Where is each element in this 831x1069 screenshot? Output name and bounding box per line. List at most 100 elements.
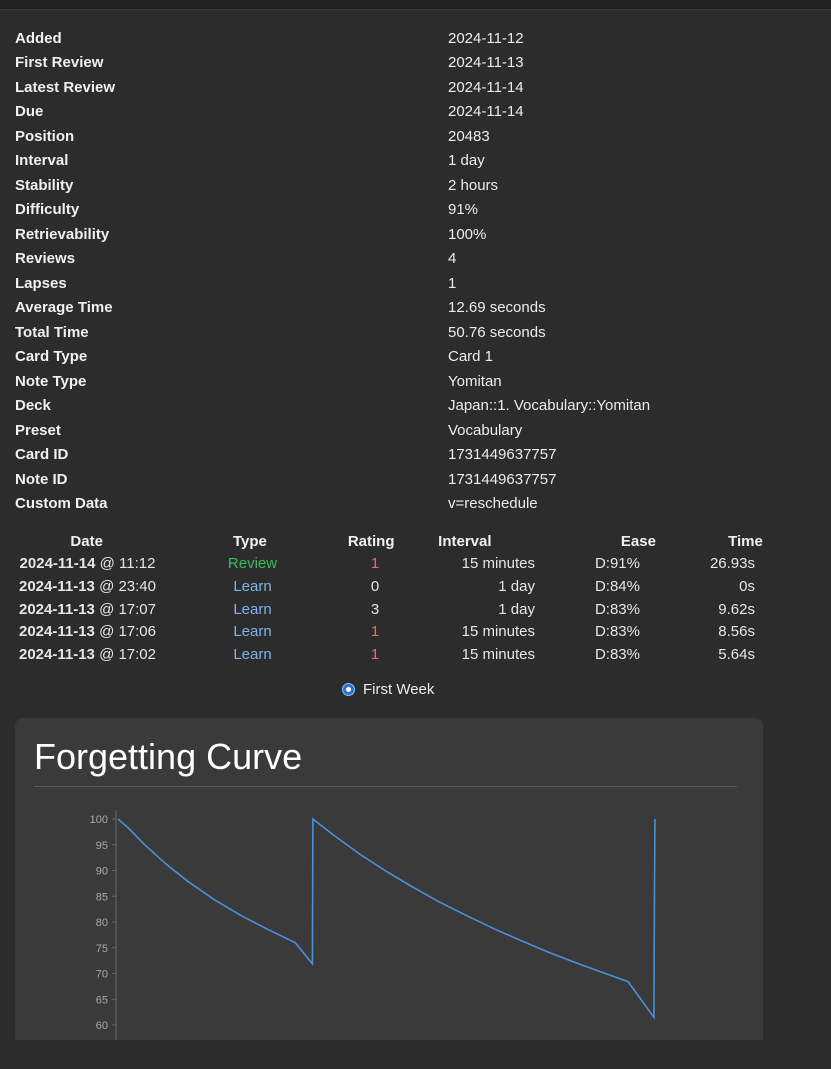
info-label: Due <box>15 103 44 121</box>
info-label: Total Time <box>15 323 89 341</box>
info-label: Deck <box>15 397 51 415</box>
row-type: Review <box>227 555 278 573</box>
review-log-row: 2024-11-14 @ 11:12 Review 1 15 minutes D:91%… <box>10 553 790 576</box>
info-label: Latest Review <box>15 78 116 96</box>
row-ease: D:83% <box>594 600 640 618</box>
info-value: 2 hours <box>448 176 499 194</box>
info-value: 1 <box>448 274 457 292</box>
row-time-of-day: @ 17:02 <box>99 645 156 663</box>
forgetting-curve-title: Forgetting Curve <box>34 736 303 777</box>
info-row: Position 20483 <box>15 124 795 149</box>
row-date: 2024-11-13 <box>18 600 95 618</box>
info-label: Average Time <box>15 299 113 317</box>
row-rating: 1 <box>370 623 380 641</box>
info-label: Lapses <box>15 274 67 292</box>
info-row: Difficulty 91% <box>15 198 795 223</box>
row-date-cell: 2024-11-13 @ 17:06 <box>10 623 165 640</box>
row-ease: D:83% <box>594 623 640 641</box>
info-value: 91% <box>448 201 479 219</box>
info-label: Note ID <box>15 470 68 488</box>
forgetting-curve-chart: 100 95 90 85 80 75 70 65 60 <box>90 810 656 1048</box>
review-log-header: Date Type Rating Interval Ease Time <box>10 530 790 553</box>
radio-selected-icon[interactable] <box>342 683 355 696</box>
row-ease: D:84% <box>594 577 640 595</box>
row-interval: 15 minutes <box>461 555 535 573</box>
info-label: Reviews <box>15 250 76 268</box>
info-label: Difficulty <box>15 201 80 219</box>
info-row: Total Time 50.76 seconds <box>15 320 795 345</box>
row-type: Learn <box>233 623 272 641</box>
review-log: Date Type Rating Interval Ease Time 2024… <box>10 530 790 666</box>
row-ease: D:91% <box>594 555 640 573</box>
row-date-cell: 2024-11-13 @ 17:02 <box>10 646 165 663</box>
info-value: 50.76 seconds <box>448 323 546 341</box>
row-type: Learn <box>233 600 272 618</box>
header-type: Type <box>233 532 267 550</box>
info-row: First Review 2024-11-13 <box>15 51 795 76</box>
window-top-bar <box>0 0 831 10</box>
row-interval: 15 minutes <box>461 623 535 641</box>
info-label: Stability <box>15 176 74 194</box>
row-interval: 1 day <box>498 577 535 595</box>
row-date: 2024-11-13 <box>18 623 95 641</box>
y-tick-label: 70 <box>96 969 108 981</box>
retrievability-curve-line <box>117 817 656 1020</box>
row-type: Learn <box>233 645 272 663</box>
info-row: Card ID 1731449637757 <box>15 443 795 468</box>
row-interval: 15 minutes <box>461 645 535 663</box>
row-time-of-day: @ 17:06 <box>99 623 156 641</box>
row-time: 26.93s <box>709 555 755 573</box>
first-week-label: First Week <box>363 681 435 698</box>
bottom-area <box>0 1040 831 1069</box>
row-date: 2024-11-14 <box>19 555 96 573</box>
info-label: Position <box>15 127 75 145</box>
y-tick-label: 90 <box>96 866 108 878</box>
info-row: Preset Vocabulary <box>15 418 795 443</box>
title-divider <box>34 786 737 787</box>
row-date-cell: 2024-11-14 @ 11:12 <box>10 555 165 572</box>
row-rating: 3 <box>370 600 380 618</box>
info-label: Preset <box>15 421 61 439</box>
y-tick-label: 60 <box>96 1020 108 1032</box>
forgetting-curve-card: Forgetting Curve 100 95 90 85 80 75 70 65 60 <box>15 718 763 1048</box>
info-value: 2024-11-14 <box>448 78 524 96</box>
card-info-table: Added 2024-11-12 First Review 2024-11-13 Lat… <box>15 26 795 516</box>
info-value: Yomitan <box>448 372 502 390</box>
row-time: 0s <box>739 577 755 595</box>
info-row: Reviews 4 <box>15 247 795 272</box>
info-label: Card Type <box>15 348 88 366</box>
info-row: Note ID 1731449637757 <box>15 467 795 492</box>
y-tick-label: 75 <box>96 943 108 955</box>
row-rating: 0 <box>370 577 380 595</box>
info-row: Added 2024-11-12 <box>15 26 795 51</box>
info-row: Custom Data v=reschedule <box>15 492 795 517</box>
row-ease: D:83% <box>594 645 640 663</box>
info-value: 1731449637757 <box>448 470 557 488</box>
row-rating: 1 <box>370 645 380 663</box>
info-value: v=reschedule <box>448 495 538 513</box>
header-rating: Rating <box>347 532 395 550</box>
info-label: First Review <box>15 54 104 72</box>
info-value: 1731449637757 <box>448 446 557 464</box>
row-type: Learn <box>233 577 272 595</box>
info-row: Due 2024-11-14 <box>15 100 795 125</box>
y-tick-label: 95 <box>96 840 108 852</box>
info-value: Card 1 <box>448 348 494 366</box>
row-time: 8.56s <box>718 623 755 641</box>
info-label: Custom Data <box>15 495 108 513</box>
first-week-radio[interactable]: First Week <box>342 681 434 698</box>
info-value: 20483 <box>448 127 490 145</box>
info-value: 2024-11-13 <box>448 54 524 72</box>
review-log-row: 2024-11-13 @ 17:02 Learn 1 15 minutes D:83% 5… <box>10 643 790 666</box>
info-row: Retrievability 100% <box>15 222 795 247</box>
info-row: Stability 2 hours <box>15 173 795 198</box>
info-label: Added <box>15 29 62 47</box>
y-tick-label: 80 <box>96 917 108 929</box>
info-label: Retrievability <box>15 225 110 243</box>
header-ease: Ease <box>620 532 656 550</box>
info-value: 100% <box>448 225 487 243</box>
row-time: 5.64s <box>718 645 755 663</box>
info-value: 4 <box>448 250 457 268</box>
info-value: 2024-11-12 <box>448 29 524 47</box>
row-time: 9.62s <box>718 600 755 618</box>
